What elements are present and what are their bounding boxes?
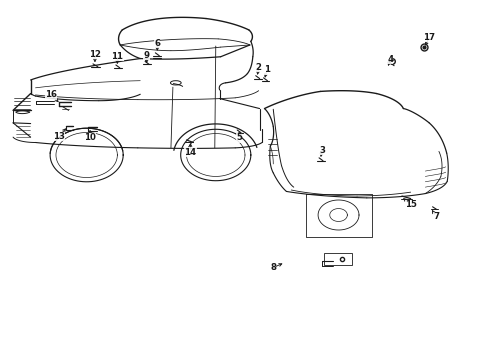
- Text: 2: 2: [256, 63, 262, 72]
- Text: 12: 12: [89, 50, 101, 59]
- Text: 8: 8: [270, 263, 276, 272]
- Text: 5: 5: [236, 133, 242, 142]
- Text: 14: 14: [184, 148, 196, 157]
- Text: 3: 3: [319, 146, 325, 155]
- Text: 15: 15: [405, 200, 416, 209]
- Text: 13: 13: [53, 132, 65, 141]
- Text: 6: 6: [154, 39, 160, 48]
- Text: 10: 10: [84, 133, 96, 142]
- Text: 17: 17: [423, 33, 435, 42]
- Text: 7: 7: [433, 212, 439, 221]
- Text: 16: 16: [45, 90, 57, 99]
- Text: 9: 9: [144, 51, 149, 60]
- Text: 11: 11: [111, 52, 123, 61]
- Text: 1: 1: [264, 66, 270, 75]
- Bar: [324, 252, 352, 265]
- Text: 4: 4: [387, 55, 393, 64]
